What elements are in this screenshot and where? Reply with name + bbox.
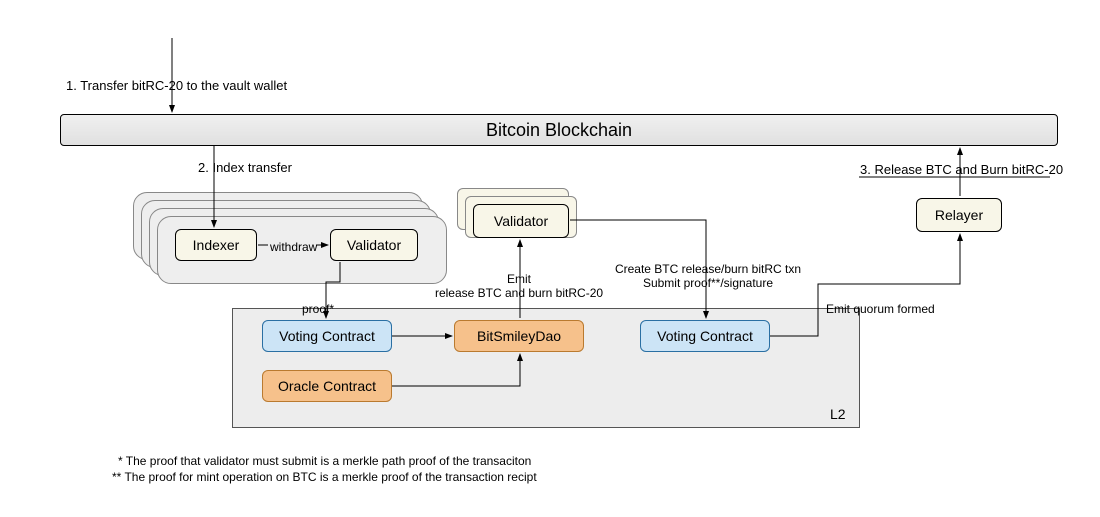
step1-label: 1. Transfer bitRC-20 to the vault wallet (66, 78, 287, 93)
emit-label: Emit release BTC and burn bitRC-20 (424, 258, 614, 300)
proof-label: proof* (302, 288, 334, 316)
voting-contract-2: Voting Contract (640, 320, 770, 352)
l2-label: L2 (830, 406, 846, 422)
oracle-contract: Oracle Contract (262, 370, 392, 402)
emit-text: Emit release BTC and burn bitRC-20 (435, 272, 603, 300)
validator3-label: Validator (494, 213, 548, 229)
step3-text: 3. Release BTC and Burn bitRC-20 (860, 162, 1063, 177)
withdraw-label: withdraw (270, 240, 317, 254)
vc2-label: Voting Contract (657, 328, 753, 344)
validator3-node: Validator (473, 204, 569, 238)
footnote-1: * The proof that validator must submit i… (118, 454, 531, 468)
indexer-label: Indexer (193, 237, 240, 253)
bitsmiley-dao: BitSmileyDao (454, 320, 584, 352)
step2-text: 2. Index transfer (198, 160, 292, 175)
validator1-label: Validator (347, 237, 401, 253)
blockchain-bar: Bitcoin Blockchain (60, 114, 1058, 146)
create-label: Create BTC release/burn bitRC txn Submit… (608, 248, 808, 290)
indexer-node: Indexer (175, 229, 257, 261)
validator1-node: Validator (330, 229, 418, 261)
oracle-label: Oracle Contract (278, 378, 376, 394)
withdraw-text: withdraw (270, 240, 317, 254)
create-text: Create BTC release/burn bitRC txn Submit… (615, 262, 801, 290)
footnote-2: ** The proof for mint operation on BTC i… (112, 470, 537, 484)
step2-label: 2. Index transfer (198, 160, 292, 175)
quorum-label: Emit quorum formed (826, 288, 935, 316)
l2-label-text: L2 (830, 406, 846, 422)
fn1-text: * The proof that validator must submit i… (118, 454, 531, 468)
relayer-node: Relayer (916, 198, 1002, 232)
quorum-text: Emit quorum formed (826, 302, 935, 316)
vc1-label: Voting Contract (279, 328, 375, 344)
relayer-label: Relayer (935, 207, 983, 223)
proof-text: proof* (302, 302, 334, 316)
step1-text: 1. Transfer bitRC-20 to the vault wallet (66, 78, 287, 93)
blockchain-title: Bitcoin Blockchain (486, 120, 632, 141)
step3-label: 3. Release BTC and Burn bitRC-20 (860, 162, 1063, 177)
fn2-text: ** The proof for mint operation on BTC i… (112, 470, 537, 484)
dao-label: BitSmileyDao (477, 328, 561, 344)
voting-contract-1: Voting Contract (262, 320, 392, 352)
